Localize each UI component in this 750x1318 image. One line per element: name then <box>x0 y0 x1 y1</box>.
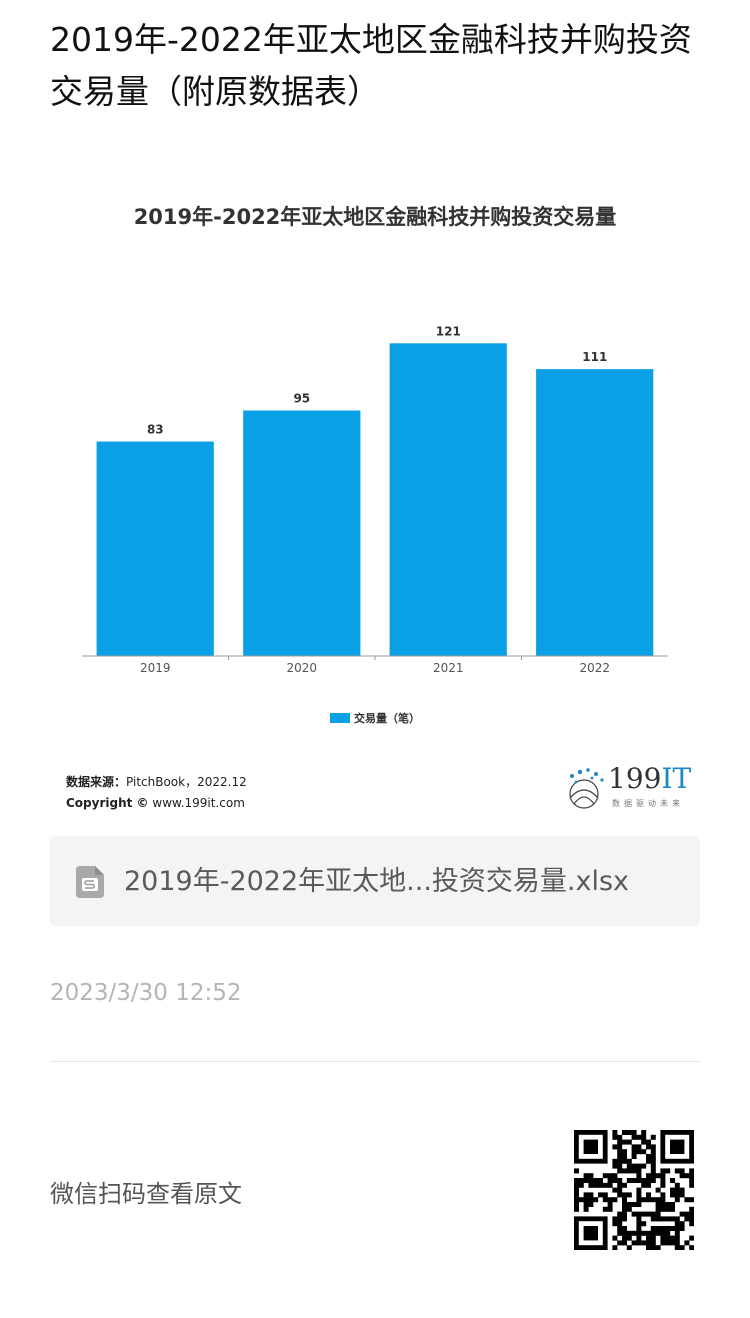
source-block: 数据来源：PitchBook，2022.12 Copyright © www.1… <box>66 772 247 814</box>
data-label-2022: 111 <box>582 350 607 364</box>
copyright-label: Copyright © <box>66 796 149 810</box>
legend-label: 交易量（笔） <box>354 712 420 725</box>
bar-2020 <box>243 410 361 656</box>
bars-group: 83 95 121 111 <box>96 324 654 656</box>
bar-chart: 2019年-2022年亚太地区金融科技并购投资交易量 83 95 121 111 20… <box>82 205 668 675</box>
x-tick-label-2022: 2022 <box>580 661 611 675</box>
chart-legend: 交易量（笔） <box>330 710 420 726</box>
qr-code-icon[interactable] <box>574 1130 694 1250</box>
bar-2021 <box>389 343 507 656</box>
x-tick-label-2019: 2019 <box>140 661 171 675</box>
brand-slogan: 数据驱动未来 <box>612 799 684 808</box>
bar-2019 <box>96 441 214 656</box>
x-ticks-group: 2019 2020 2021 2022 <box>140 656 610 675</box>
scan-to-view-text: 微信扫码查看原文 <box>50 1180 242 1208</box>
data-label-2021: 121 <box>436 324 461 338</box>
legend-swatch <box>330 713 350 723</box>
publish-timestamp: 2023/3/30 12:52 <box>50 980 242 1006</box>
brand-mark-icon <box>569 768 604 809</box>
x-tick-label-2021: 2021 <box>433 661 464 675</box>
source-text: PitchBook，2022.12 <box>126 775 247 789</box>
x-tick-label-2020: 2020 <box>287 661 318 675</box>
page-title: 2019年-2022年亚太地区金融科技并购投资交易量（附原数据表） <box>50 20 692 111</box>
data-label-2020: 95 <box>293 392 310 406</box>
attachment-file-card[interactable]: 2019年-2022年亚太地...投资交易量.xlsx <box>50 836 700 926</box>
bar-2022 <box>536 369 654 656</box>
attachment-file-name: 2019年-2022年亚太地...投资交易量.xlsx <box>124 866 630 897</box>
spreadsheet-file-icon <box>76 866 104 898</box>
chart-card: 2019年-2022年亚太地区金融科技并购投资交易量 83 95 121 111 20… <box>50 160 700 820</box>
divider <box>50 1061 700 1062</box>
source-label: 数据来源： <box>66 775 127 789</box>
chart-title: 2019年-2022年亚太地区金融科技并购投资交易量 <box>134 205 617 229</box>
data-label-2019: 83 <box>147 423 164 437</box>
brand-name: 199IT <box>608 762 692 795</box>
brand-logo: 199IT 数据驱动未来 <box>560 760 700 816</box>
copyright-text: www.199it.com <box>152 796 245 810</box>
